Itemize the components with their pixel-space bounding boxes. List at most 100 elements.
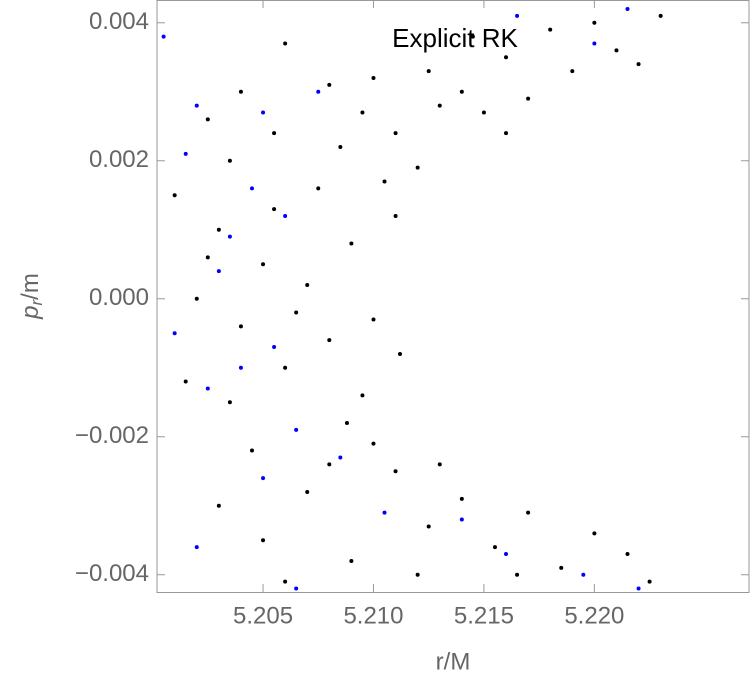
point	[592, 20, 597, 25]
y-label-part: p	[17, 305, 44, 319]
point	[360, 393, 365, 398]
y-label-part: r	[27, 298, 46, 305]
point	[371, 75, 376, 80]
point	[426, 69, 431, 74]
point	[183, 379, 188, 384]
point	[338, 455, 343, 460]
point	[172, 193, 177, 198]
point	[504, 552, 509, 557]
point	[393, 131, 398, 136]
point	[559, 565, 564, 570]
x-tick-label: 5.215	[454, 602, 514, 629]
point	[238, 89, 243, 94]
point	[172, 331, 177, 336]
point	[161, 34, 166, 39]
point	[327, 82, 332, 87]
point	[592, 41, 597, 46]
point	[393, 213, 398, 218]
point	[283, 579, 288, 584]
point	[397, 351, 402, 356]
point	[636, 62, 641, 67]
x-tick-label: 5.205	[233, 602, 293, 629]
point	[238, 324, 243, 329]
point	[305, 489, 310, 494]
point	[344, 420, 349, 425]
point	[216, 503, 221, 508]
point	[415, 165, 420, 170]
y-axis-label: pr/m	[17, 273, 46, 320]
point	[470, 34, 475, 39]
point	[526, 510, 531, 515]
point	[205, 386, 210, 391]
point	[592, 531, 597, 536]
y-tick-label: 0.000	[89, 284, 149, 311]
chart-title: Explicit RK	[392, 23, 518, 53]
point	[283, 213, 288, 218]
point	[249, 448, 254, 453]
point	[294, 310, 299, 315]
point	[504, 131, 509, 136]
point	[481, 110, 486, 115]
point	[272, 345, 277, 350]
point	[581, 572, 586, 577]
y-tick-label: −0.004	[75, 560, 149, 587]
point	[294, 427, 299, 432]
point	[492, 545, 497, 550]
point	[426, 524, 431, 529]
point	[349, 241, 354, 246]
point	[349, 558, 354, 563]
point	[459, 89, 464, 94]
point	[614, 48, 619, 53]
point	[570, 69, 575, 74]
point	[261, 110, 266, 115]
plot-frame	[156, 0, 750, 593]
point	[658, 13, 663, 18]
point	[305, 282, 310, 287]
y-tick-label: 0.002	[89, 146, 149, 173]
point	[327, 462, 332, 467]
point	[194, 545, 199, 550]
point	[371, 441, 376, 446]
point	[316, 186, 321, 191]
point	[459, 517, 464, 522]
point	[272, 207, 277, 212]
point	[504, 55, 509, 60]
point	[194, 296, 199, 301]
point	[625, 6, 630, 11]
point	[371, 317, 376, 322]
point	[459, 496, 464, 501]
point	[194, 103, 199, 108]
point	[548, 27, 553, 32]
point	[261, 476, 266, 481]
point	[382, 179, 387, 184]
point	[294, 586, 299, 591]
point	[227, 158, 232, 163]
y-tick-label: 0.004	[89, 8, 149, 35]
point	[437, 103, 442, 108]
point	[261, 538, 266, 543]
point	[227, 400, 232, 405]
point	[515, 13, 520, 18]
point	[360, 110, 365, 115]
point	[205, 255, 210, 260]
point	[636, 586, 641, 591]
point	[272, 131, 277, 136]
point	[205, 117, 210, 122]
y-label-part: /m	[17, 273, 44, 300]
point	[216, 269, 221, 274]
point	[316, 89, 321, 94]
point	[227, 234, 232, 239]
point	[647, 579, 652, 584]
point	[261, 262, 266, 267]
x-tick-label: 5.210	[343, 602, 403, 629]
point	[216, 227, 221, 232]
x-axis-label: r/M	[436, 648, 471, 675]
point	[327, 338, 332, 343]
x-tick-label: 5.220	[564, 602, 624, 629]
point	[338, 144, 343, 149]
point	[283, 365, 288, 370]
point	[415, 572, 420, 577]
y-tick-label: −0.002	[75, 422, 149, 449]
point	[526, 96, 531, 101]
